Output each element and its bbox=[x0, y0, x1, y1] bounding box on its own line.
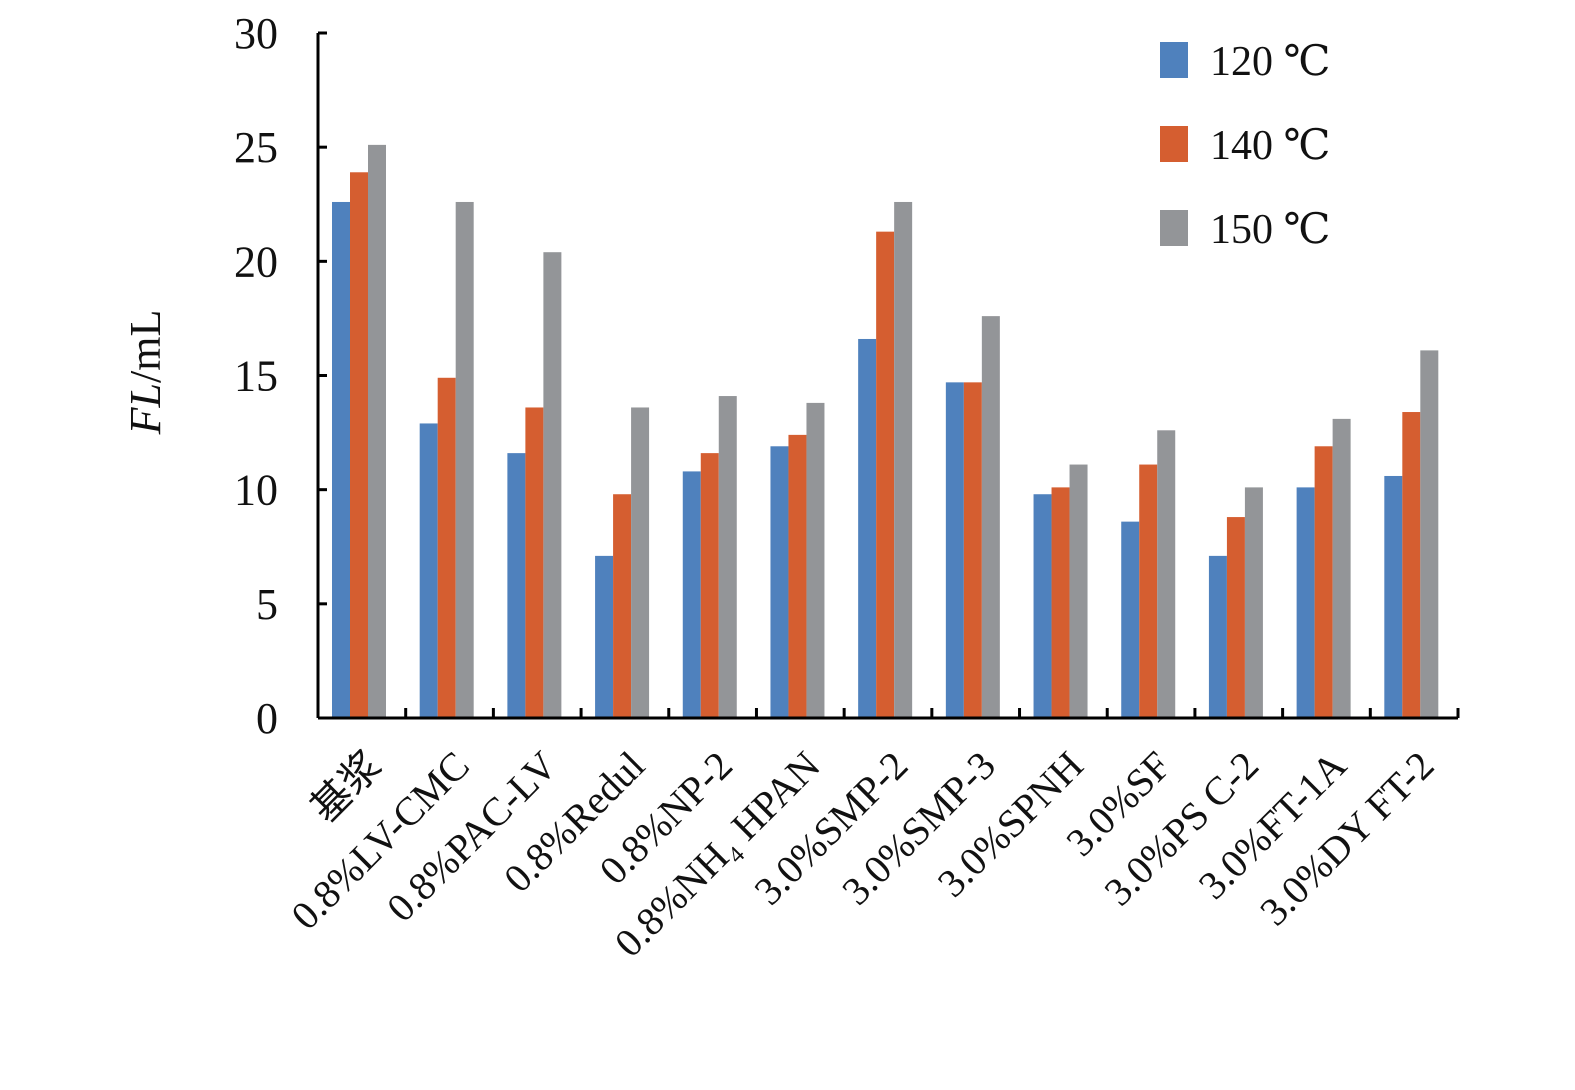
legend-swatch-1 bbox=[1160, 42, 1188, 78]
legend-label-3: 150 ℃ bbox=[1210, 207, 1330, 253]
bar-2-9 bbox=[1051, 487, 1070, 718]
bar-2-4 bbox=[613, 494, 632, 718]
y-tick-label-2: 10 bbox=[234, 466, 278, 515]
bar-3-2 bbox=[455, 201, 474, 719]
bar-2-10 bbox=[1139, 464, 1158, 718]
bar-1-13 bbox=[1384, 475, 1403, 718]
bar-3-5 bbox=[718, 396, 737, 718]
bar-2-13 bbox=[1402, 412, 1421, 718]
bar-2-6 bbox=[788, 434, 807, 718]
legend: 120 ℃ 140 ℃ 150 ℃ bbox=[1160, 39, 1330, 253]
bar-3-6 bbox=[806, 402, 825, 718]
bar-2-7 bbox=[876, 231, 895, 718]
bar-2-1 bbox=[350, 172, 368, 718]
bar-1-4 bbox=[595, 555, 614, 718]
axes-layer bbox=[316, 31, 1460, 720]
bar-2-8 bbox=[963, 382, 982, 718]
bar-3-4 bbox=[631, 407, 650, 718]
bar-1-2 bbox=[419, 423, 438, 718]
bar-3-1 bbox=[368, 144, 386, 718]
y-tick-label-1: 5 bbox=[256, 580, 278, 629]
bar-1-11 bbox=[1208, 555, 1227, 718]
y-tick-label-5: 25 bbox=[234, 123, 278, 172]
bar-3-7 bbox=[894, 201, 913, 719]
bar-1-9 bbox=[1033, 494, 1052, 718]
bars-layer bbox=[332, 144, 1439, 719]
y-tick-label-4: 20 bbox=[234, 237, 278, 286]
legend-label-1: 120 ℃ bbox=[1210, 39, 1330, 85]
bar-1-7 bbox=[858, 338, 877, 718]
bar-3-10 bbox=[1157, 430, 1176, 718]
legend-swatch-3 bbox=[1160, 210, 1188, 246]
bar-1-1 bbox=[332, 201, 350, 719]
bar-1-12 bbox=[1296, 487, 1315, 718]
y-tick-label-0: 0 bbox=[256, 694, 278, 743]
bar-2-11 bbox=[1226, 517, 1245, 718]
y-tick-label-6: 30 bbox=[234, 9, 278, 58]
y-axis-label: FL/mL bbox=[121, 310, 170, 436]
bar-1-3 bbox=[507, 453, 526, 718]
bar-3-3 bbox=[543, 252, 562, 718]
bar-2-12 bbox=[1314, 446, 1333, 718]
bar-1-8 bbox=[945, 382, 964, 718]
bar-1-6 bbox=[770, 446, 789, 718]
bar-2-2 bbox=[437, 377, 456, 718]
bar-3-9 bbox=[1069, 464, 1088, 718]
bar-3-8 bbox=[981, 316, 1000, 718]
legend-swatch-2 bbox=[1160, 126, 1188, 162]
y-axis-label-unit: /mL bbox=[121, 310, 170, 383]
bar-2-5 bbox=[700, 453, 719, 718]
bar-3-12 bbox=[1332, 418, 1351, 718]
y-axis-label-italic: FL bbox=[121, 383, 170, 435]
legend-label-2: 140 ℃ bbox=[1210, 123, 1330, 169]
bar-1-10 bbox=[1121, 521, 1140, 718]
bar-3-11 bbox=[1244, 487, 1263, 718]
bar-3-13 bbox=[1420, 350, 1439, 718]
y-tick-label-3: 15 bbox=[234, 352, 278, 401]
bar-2-3 bbox=[525, 407, 544, 718]
bar-1-5 bbox=[682, 471, 701, 718]
